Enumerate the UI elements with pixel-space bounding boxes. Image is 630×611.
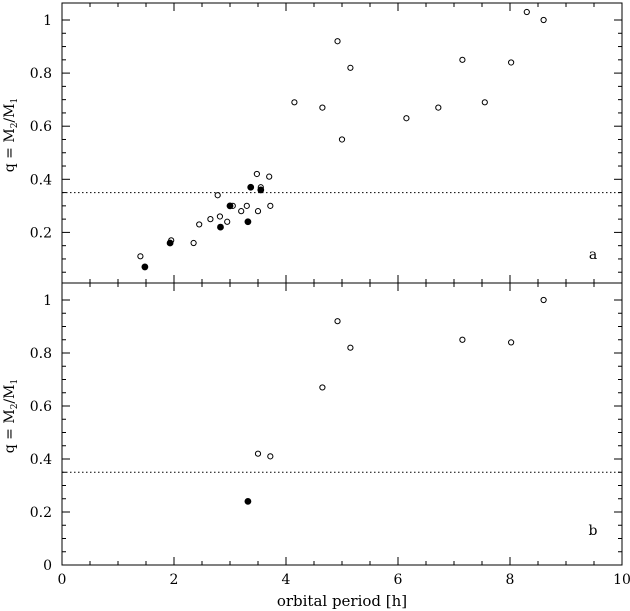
data-point-open <box>338 136 346 143</box>
x-tick-label: 10 <box>613 572 630 588</box>
data-point-open <box>540 16 547 24</box>
data-point-open <box>319 384 326 391</box>
data-point-open <box>334 38 341 45</box>
data-point-open <box>347 344 354 351</box>
data-point-open <box>459 336 466 343</box>
y-tick-label: 1 <box>43 13 52 29</box>
data-point-filled <box>244 218 252 226</box>
data-point-open <box>254 450 262 457</box>
x-axis-label: orbital period [h] <box>277 592 407 610</box>
y-tick-label: 1 <box>43 293 52 309</box>
y-tick-label: 0.2 <box>30 225 52 241</box>
data-point-open <box>291 99 298 106</box>
y-tick-label: 0.4 <box>30 172 52 188</box>
x-tick-label: 2 <box>170 572 179 588</box>
data-point-open <box>508 339 515 346</box>
data-point-open <box>523 8 530 16</box>
y-tick-label: 0.8 <box>30 66 52 82</box>
data-point-open <box>207 216 214 223</box>
data-point-open <box>403 115 410 122</box>
data-point-open <box>481 99 488 106</box>
y-label-sub: 1 <box>10 98 20 104</box>
data-point-open <box>267 453 274 460</box>
y-label-sub: 2 <box>10 404 20 410</box>
data-point-open <box>196 221 203 228</box>
data-point-open <box>254 208 262 215</box>
data-point-open <box>319 104 326 111</box>
data-point-open <box>508 59 515 66</box>
x-tick-label: 0 <box>58 572 67 588</box>
data-point-filled <box>217 223 224 231</box>
x-tick-label: 4 <box>282 572 291 588</box>
data-point-open <box>214 192 221 199</box>
data-point-open <box>266 173 273 180</box>
data-point-open <box>137 253 144 260</box>
data-point-filled <box>244 498 252 505</box>
data-point-filled <box>247 183 255 191</box>
panel-label: a <box>589 247 597 263</box>
data-point-open <box>540 296 547 304</box>
y-tick-label: 0.4 <box>30 452 52 468</box>
y-label-sub: 2 <box>10 123 20 129</box>
data-point-open <box>435 104 442 111</box>
data-point-filled <box>257 186 265 194</box>
data-point-open <box>347 64 354 71</box>
data-point-open <box>238 208 245 215</box>
data-point-open <box>459 56 466 63</box>
data-point-open <box>267 202 274 209</box>
y-tick-label: 0.8 <box>30 346 52 362</box>
plot-frame <box>61 282 623 566</box>
y-label-part: q = M <box>2 409 18 453</box>
data-point-filled <box>166 239 174 247</box>
y-label-part: q = M <box>2 128 18 172</box>
plot-frame <box>61 2 623 284</box>
data-point-filled <box>141 263 149 271</box>
data-point-open <box>224 218 231 225</box>
y-axis-label: q = M2/M1 <box>2 379 20 453</box>
x-tick-label: 8 <box>506 572 515 588</box>
data-point-open <box>253 170 260 178</box>
y-label-part: /M <box>2 104 18 123</box>
y-tick-label: 0 <box>43 558 52 574</box>
data-point-filled <box>226 202 234 210</box>
data-point-open <box>216 213 224 220</box>
y-axis-label: q = M2/M1 <box>2 98 20 172</box>
panel-label: b <box>589 523 598 539</box>
y-label-sub: 1 <box>10 379 20 385</box>
data-point-open <box>243 202 250 209</box>
y-tick-label: 0.2 <box>30 505 52 521</box>
x-tick-label: 6 <box>394 572 403 588</box>
data-point-open <box>190 239 197 247</box>
y-tick-label: 0.6 <box>30 119 52 135</box>
y-label-part: /M <box>2 385 18 404</box>
y-tick-label: 0.6 <box>30 399 52 415</box>
data-point-open <box>334 318 341 325</box>
